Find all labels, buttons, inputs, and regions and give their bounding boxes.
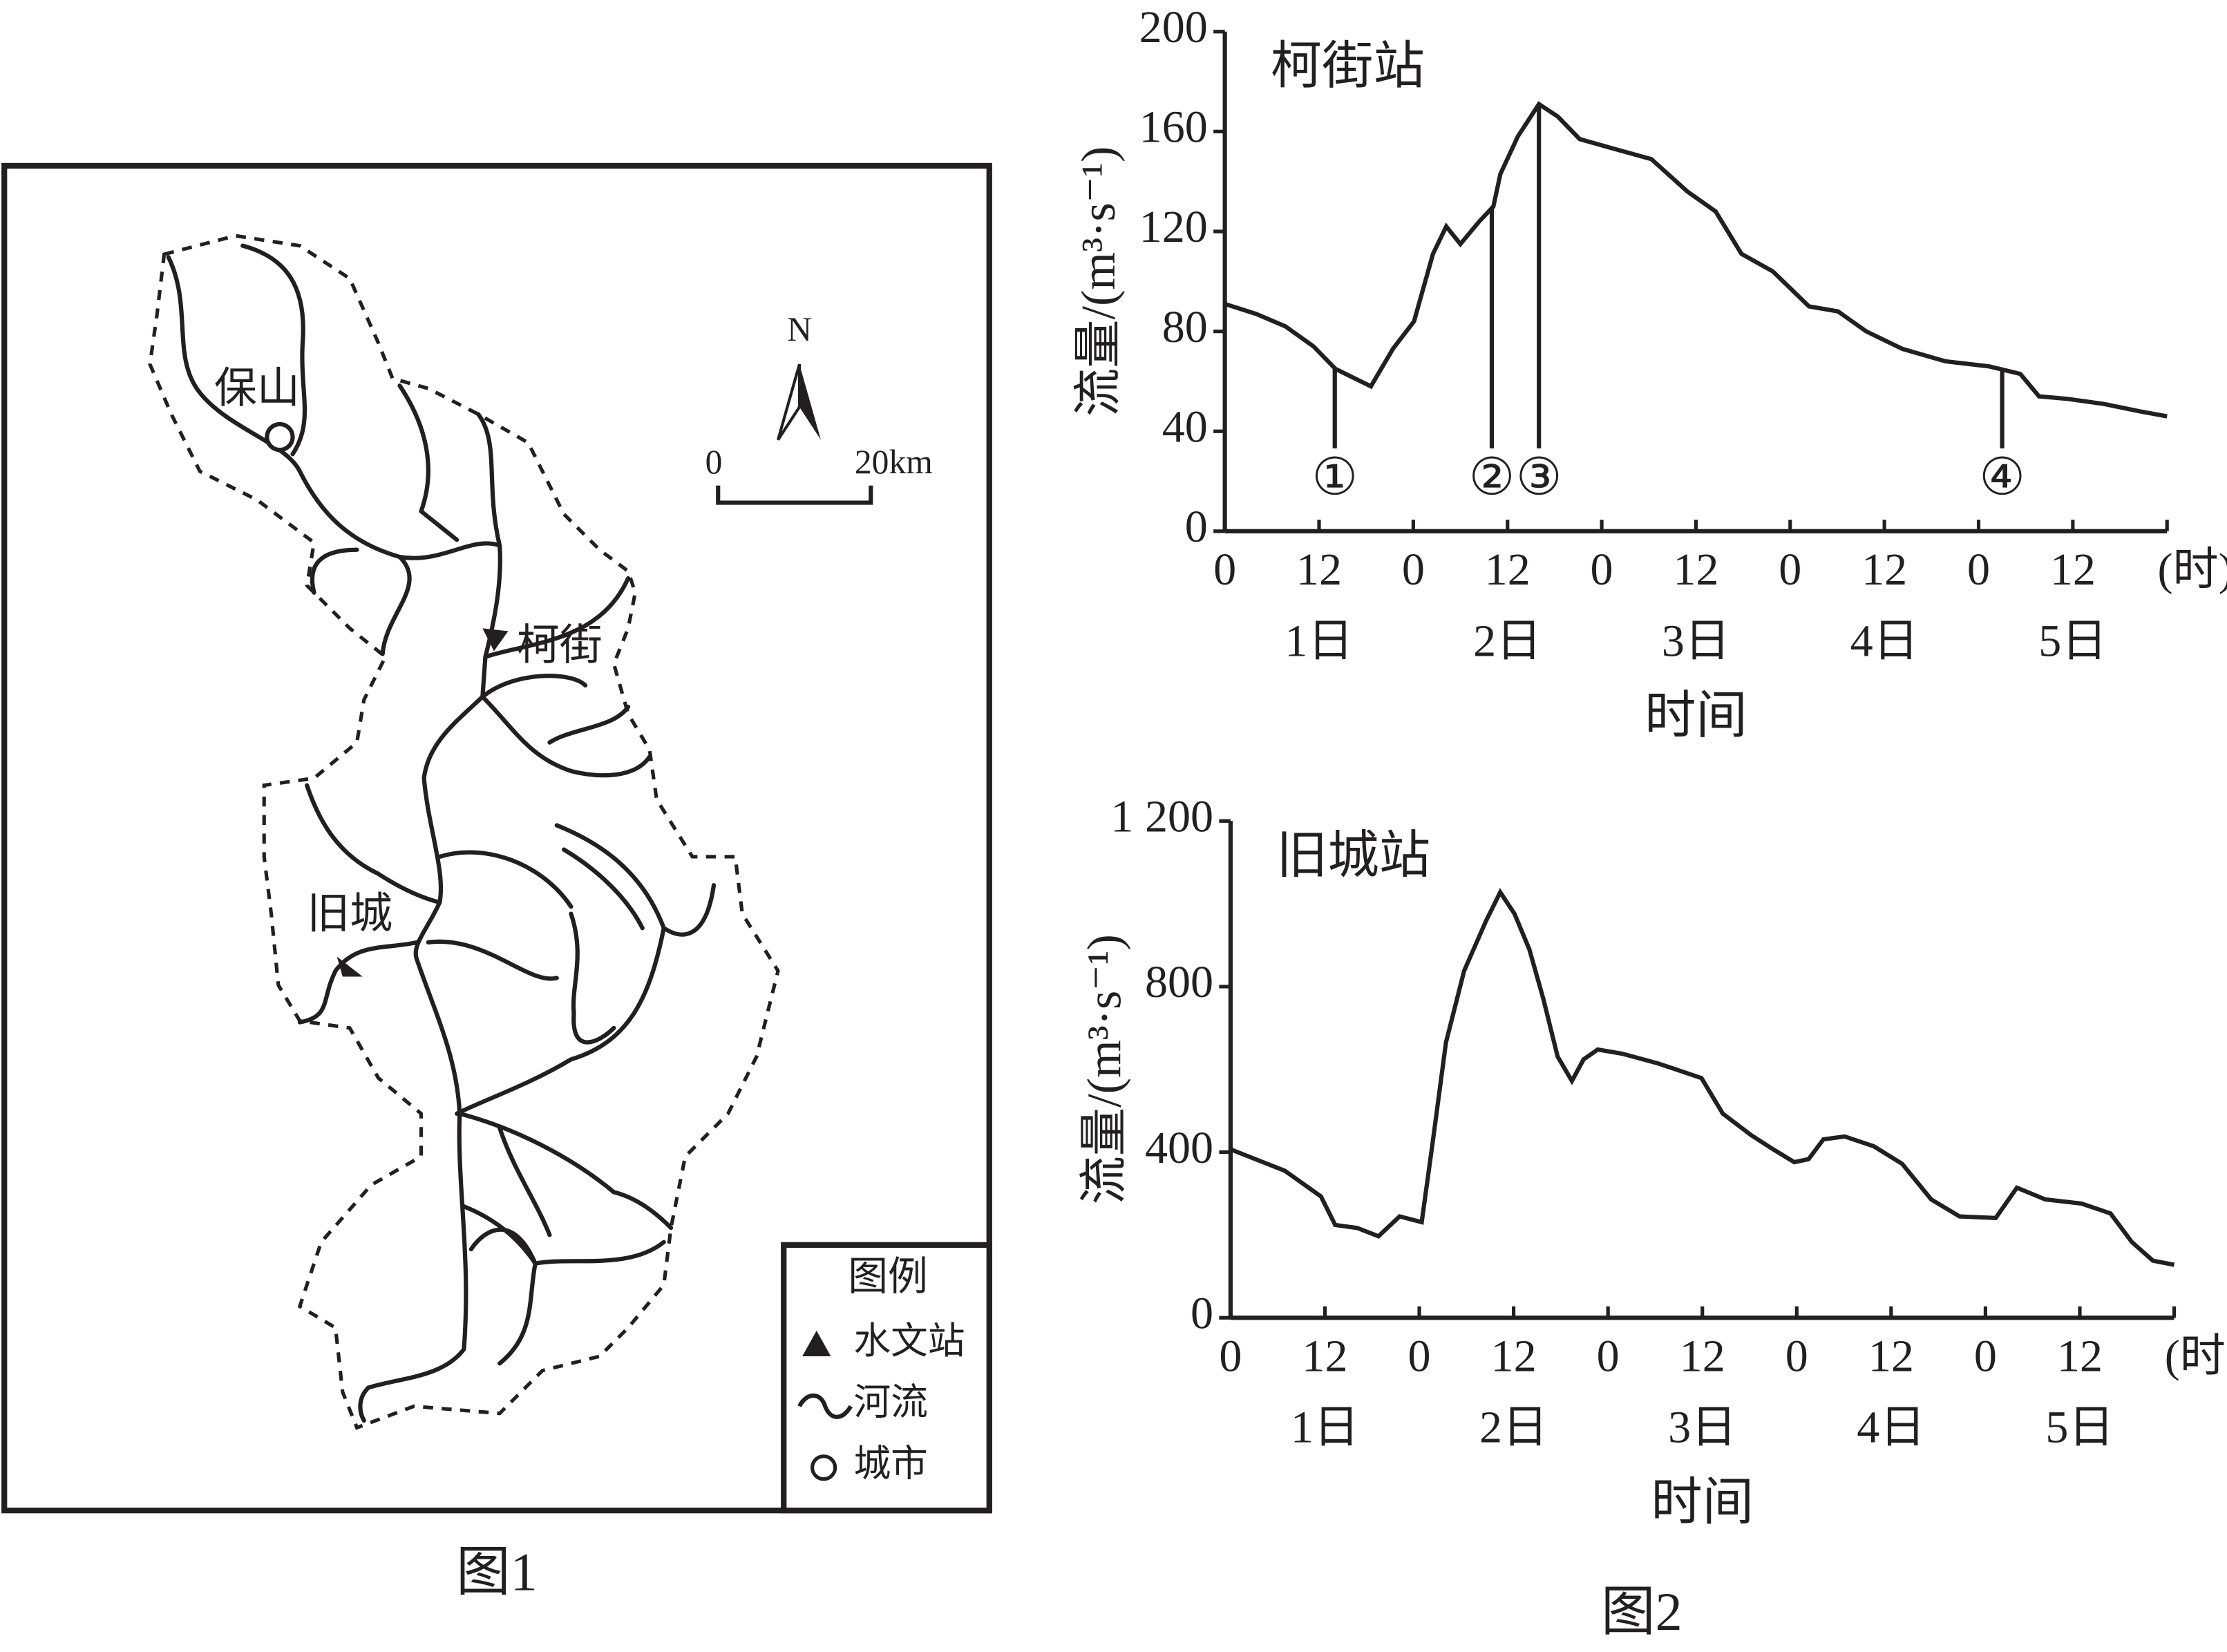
caption: 图1 bbox=[456, 1541, 538, 1602]
day-label: 5日 bbox=[2045, 1403, 2114, 1453]
x-unit-label: (时) bbox=[2157, 544, 2227, 595]
map: 保山 柯街 旧城 N 0 20km 图例 水文站 河流 城市 图1 bbox=[1, 162, 992, 1602]
x-tick-label: 12 bbox=[1861, 544, 1907, 595]
legend-title: 图例 bbox=[848, 1254, 928, 1299]
x-tick-label: 12 bbox=[1673, 544, 1718, 595]
y-axis-label: 流量/(m³·s⁻¹) bbox=[1072, 146, 1126, 417]
north-label: N bbox=[787, 310, 812, 348]
river bbox=[166, 255, 502, 1423]
y-tick-label: 120 bbox=[1139, 202, 1208, 252]
river bbox=[480, 694, 652, 778]
day-label: 5日 bbox=[2038, 616, 2107, 666]
x-tick-label: 0 bbox=[1779, 544, 1801, 595]
day-label: 4日 bbox=[1850, 616, 1919, 666]
y-tick-label: 40 bbox=[1162, 401, 1208, 452]
station-label: 旧城 bbox=[307, 891, 392, 938]
river bbox=[297, 783, 442, 1025]
river bbox=[457, 1111, 674, 1266]
x-axis-label: 时间 bbox=[1645, 688, 1747, 745]
x-tick-label: 0 bbox=[1219, 1331, 1242, 1381]
north-arrow bbox=[776, 363, 802, 441]
river bbox=[240, 243, 307, 457]
day-label: 1日 bbox=[1291, 1403, 1359, 1453]
x-tick-label: 0 bbox=[1213, 544, 1236, 595]
legend-icon bbox=[810, 1454, 837, 1481]
x-axis-label: 时间 bbox=[1651, 1474, 1754, 1531]
marker-label: ② bbox=[1469, 450, 1515, 506]
x-tick-label: 0 bbox=[1597, 1331, 1620, 1381]
flow-line bbox=[1229, 888, 2175, 1267]
river bbox=[310, 547, 412, 656]
scale-bar bbox=[716, 485, 873, 505]
river bbox=[426, 911, 666, 1116]
x-tick-label: 0 bbox=[1967, 544, 1990, 595]
x-unit-label: (时) bbox=[2165, 1331, 2227, 1381]
x-tick-label: 12 bbox=[1302, 1331, 1347, 1381]
basin-boundary bbox=[148, 234, 780, 1430]
station-icon bbox=[337, 956, 363, 977]
legend-icon bbox=[802, 1330, 831, 1357]
x-tick-label: 0 bbox=[1591, 544, 1613, 595]
day-label: 3日 bbox=[1668, 1403, 1736, 1453]
river bbox=[397, 383, 459, 542]
day-label: 3日 bbox=[1662, 616, 1730, 666]
legend-label: 河流 bbox=[853, 1382, 927, 1423]
river bbox=[437, 823, 717, 937]
city-icon bbox=[265, 421, 295, 453]
x-tick-label: 12 bbox=[2057, 1331, 2103, 1381]
scale-label: 0 bbox=[705, 443, 723, 481]
x-tick-label: 12 bbox=[1680, 1331, 1725, 1381]
marker-label: ① bbox=[1311, 450, 1358, 506]
legend-label: 城市 bbox=[853, 1443, 927, 1485]
river bbox=[476, 412, 502, 548]
station-label: 柯街 bbox=[517, 623, 603, 670]
y-tick-label: 800 bbox=[1145, 957, 1213, 1007]
y-tick-label: 0 bbox=[1191, 1288, 1213, 1338]
station-icon bbox=[482, 628, 509, 652]
chart-title: 柯街站 bbox=[1271, 39, 1425, 95]
y-tick-label: 160 bbox=[1139, 102, 1208, 153]
x-tick-label: 0 bbox=[1402, 544, 1425, 595]
scale-label: 20km bbox=[855, 443, 933, 481]
city-label: 保山 bbox=[214, 365, 300, 412]
north-arrow bbox=[799, 364, 821, 440]
y-tick-label: 80 bbox=[1162, 302, 1208, 352]
x-tick-label: 0 bbox=[1785, 1331, 1808, 1381]
x-tick-label: 12 bbox=[2050, 544, 2096, 595]
x-tick-label: 12 bbox=[1491, 1331, 1537, 1381]
marker-label: ③ bbox=[1516, 450, 1562, 506]
day-label: 2日 bbox=[1473, 616, 1542, 666]
day-label: 2日 bbox=[1479, 1403, 1548, 1453]
y-tick-label: 1 200 bbox=[1110, 791, 1213, 842]
x-tick-label: 12 bbox=[1485, 544, 1531, 595]
x-tick-label: 0 bbox=[1408, 1331, 1431, 1381]
x-tick-label: 12 bbox=[1296, 544, 1342, 595]
river bbox=[468, 1227, 666, 1366]
chart-title: 旧城站 bbox=[1276, 828, 1430, 884]
legend-icon bbox=[797, 1393, 853, 1419]
day-label: 4日 bbox=[1857, 1403, 1925, 1453]
day-label: 1日 bbox=[1285, 616, 1353, 666]
map-frame bbox=[1, 162, 992, 1514]
caption: 图2 bbox=[1601, 1582, 1683, 1642]
x-tick-label: 12 bbox=[1868, 1331, 1914, 1381]
y-axis-label: 流量/(m³·s⁻¹) bbox=[1077, 934, 1131, 1204]
legend-label: 水文站 bbox=[853, 1320, 965, 1362]
marker-label: ④ bbox=[1979, 450, 2025, 506]
y-tick-label: 0 bbox=[1185, 502, 1208, 552]
x-tick-label: 0 bbox=[1974, 1331, 1997, 1381]
flow-line bbox=[1224, 101, 2168, 419]
y-tick-label: 200 bbox=[1139, 2, 1208, 53]
y-tick-label: 400 bbox=[1145, 1123, 1213, 1173]
river bbox=[480, 576, 631, 699]
